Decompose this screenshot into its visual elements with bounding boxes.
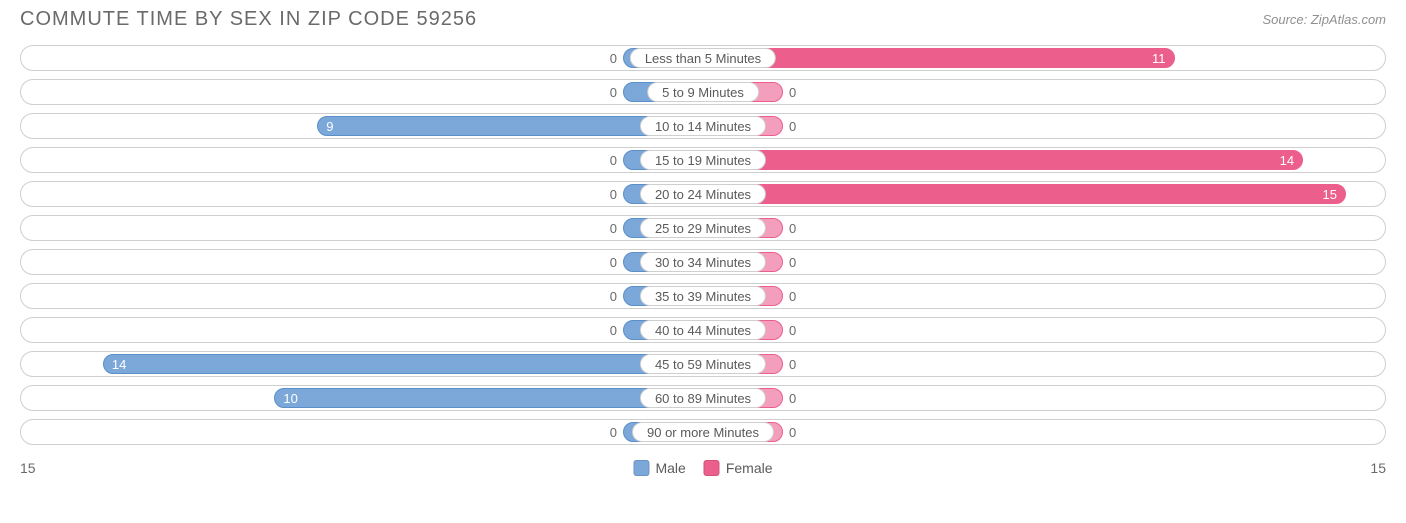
- female-bar: 15: [703, 184, 1346, 204]
- male-value: 10: [283, 391, 297, 406]
- chart-row: 0 15 20 to 24 Minutes: [20, 181, 1386, 207]
- female-bar: 14: [703, 150, 1303, 170]
- legend-item-male: Male: [633, 460, 685, 476]
- swatch-female-icon: [704, 460, 720, 476]
- category-label: 10 to 14 Minutes: [640, 116, 766, 136]
- male-value: 9: [326, 119, 333, 134]
- female-value: 0: [783, 284, 802, 308]
- chart-row: 0 14 15 to 19 Minutes: [20, 147, 1386, 173]
- female-value: 0: [783, 352, 802, 376]
- chart-row: 0 11 Less than 5 Minutes: [20, 45, 1386, 71]
- chart-row: 9 0 10 to 14 Minutes: [20, 113, 1386, 139]
- category-label: 45 to 59 Minutes: [640, 354, 766, 374]
- chart-title: COMMUTE TIME BY SEX IN ZIP CODE 59256: [20, 8, 477, 31]
- category-label: 5 to 9 Minutes: [647, 82, 759, 102]
- chart-header: COMMUTE TIME BY SEX IN ZIP CODE 59256 So…: [0, 0, 1406, 35]
- chart-footer: 15 Male Female 15: [0, 453, 1406, 481]
- chart-row: 0 0 35 to 39 Minutes: [20, 283, 1386, 309]
- male-value: 0: [604, 148, 623, 172]
- female-value: 0: [783, 318, 802, 342]
- female-value: 0: [783, 114, 802, 138]
- male-value: 0: [604, 284, 623, 308]
- category-label: 90 or more Minutes: [632, 422, 774, 442]
- category-label: Less than 5 Minutes: [630, 48, 776, 68]
- chart-row: 0 0 5 to 9 Minutes: [20, 79, 1386, 105]
- legend: Male Female: [633, 460, 772, 476]
- swatch-male-icon: [633, 460, 649, 476]
- female-value: 0: [783, 250, 802, 274]
- chart-row: 0 0 90 or more Minutes: [20, 419, 1386, 445]
- chart-source: Source: ZipAtlas.com: [1262, 8, 1386, 27]
- female-value: 14: [1280, 153, 1294, 168]
- chart-row: 0 0 30 to 34 Minutes: [20, 249, 1386, 275]
- male-bar: 14: [103, 354, 703, 374]
- female-value: 11: [1152, 51, 1166, 66]
- category-label: 40 to 44 Minutes: [640, 320, 766, 340]
- male-value: 0: [604, 216, 623, 240]
- chart-row: 0 0 40 to 44 Minutes: [20, 317, 1386, 343]
- male-value: 0: [604, 80, 623, 104]
- category-label: 35 to 39 Minutes: [640, 286, 766, 306]
- chart-row: 14 0 45 to 59 Minutes: [20, 351, 1386, 377]
- male-value: 0: [604, 420, 623, 444]
- male-value: 0: [604, 318, 623, 342]
- male-value: 14: [112, 357, 126, 372]
- category-label: 30 to 34 Minutes: [640, 252, 766, 272]
- male-value: 0: [604, 46, 623, 70]
- male-value: 0: [604, 250, 623, 274]
- male-value: 0: [604, 182, 623, 206]
- female-value: 0: [783, 80, 802, 104]
- category-label: 15 to 19 Minutes: [640, 150, 766, 170]
- legend-label-female: Female: [726, 460, 773, 476]
- female-value: 15: [1323, 187, 1337, 202]
- chart-row: 0 0 25 to 29 Minutes: [20, 215, 1386, 241]
- female-value: 0: [783, 216, 802, 240]
- chart-area: 011Less than 5 Minutes005 to 9 Minutes90…: [0, 35, 1406, 445]
- female-value: 0: [783, 386, 802, 410]
- chart-row: 10 0 60 to 89 Minutes: [20, 385, 1386, 411]
- category-label: 60 to 89 Minutes: [640, 388, 766, 408]
- legend-item-female: Female: [704, 460, 773, 476]
- axis-max-right: 15: [1370, 460, 1386, 476]
- axis-max-left: 15: [20, 460, 36, 476]
- legend-label-male: Male: [655, 460, 685, 476]
- category-label: 25 to 29 Minutes: [640, 218, 766, 238]
- female-value: 0: [783, 420, 802, 444]
- category-label: 20 to 24 Minutes: [640, 184, 766, 204]
- male-bar: 10: [274, 388, 703, 408]
